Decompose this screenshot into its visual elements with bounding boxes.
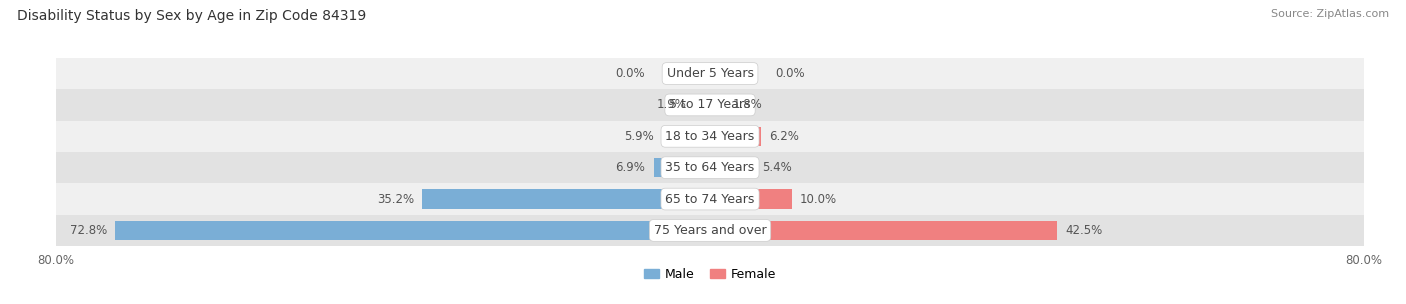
- Text: 1.9%: 1.9%: [657, 98, 686, 112]
- Text: 75 Years and over: 75 Years and over: [654, 224, 766, 237]
- Bar: [710, 158, 754, 178]
- Text: 10.0%: 10.0%: [800, 192, 837, 206]
- Bar: [710, 221, 1057, 240]
- Bar: [710, 126, 761, 146]
- Bar: [56, 152, 1364, 183]
- Bar: [56, 183, 1364, 215]
- Text: 6.2%: 6.2%: [769, 130, 799, 143]
- Text: 6.9%: 6.9%: [616, 161, 645, 174]
- Text: 72.8%: 72.8%: [70, 224, 107, 237]
- Bar: [56, 89, 1364, 121]
- Text: 0.0%: 0.0%: [614, 67, 644, 80]
- Bar: [115, 221, 710, 240]
- Text: 5 to 17 Years: 5 to 17 Years: [669, 98, 751, 112]
- Bar: [654, 158, 710, 178]
- Text: 35.2%: 35.2%: [377, 192, 415, 206]
- Bar: [422, 189, 710, 209]
- Bar: [710, 95, 724, 115]
- Text: 0.0%: 0.0%: [776, 67, 806, 80]
- Bar: [56, 215, 1364, 246]
- Bar: [710, 189, 792, 209]
- Text: 35 to 64 Years: 35 to 64 Years: [665, 161, 755, 174]
- Text: Under 5 Years: Under 5 Years: [666, 67, 754, 80]
- Legend: Male, Female: Male, Female: [638, 263, 782, 286]
- Text: 5.9%: 5.9%: [624, 130, 654, 143]
- Bar: [56, 58, 1364, 89]
- Text: 65 to 74 Years: 65 to 74 Years: [665, 192, 755, 206]
- Bar: [695, 95, 710, 115]
- Text: 5.4%: 5.4%: [762, 161, 792, 174]
- Text: Disability Status by Sex by Age in Zip Code 84319: Disability Status by Sex by Age in Zip C…: [17, 9, 366, 23]
- Text: Source: ZipAtlas.com: Source: ZipAtlas.com: [1271, 9, 1389, 19]
- Text: 1.8%: 1.8%: [733, 98, 762, 112]
- Text: 42.5%: 42.5%: [1066, 224, 1102, 237]
- Bar: [662, 126, 710, 146]
- Text: 18 to 34 Years: 18 to 34 Years: [665, 130, 755, 143]
- Bar: [56, 121, 1364, 152]
